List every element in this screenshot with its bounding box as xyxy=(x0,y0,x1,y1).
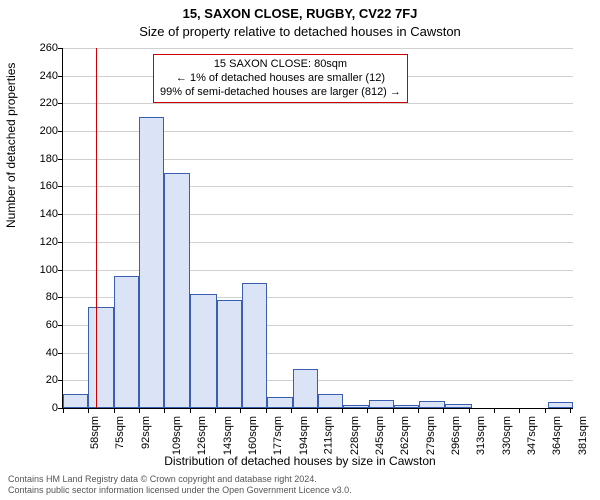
xtick-label: 364sqm xyxy=(551,416,563,455)
info-box: 15 SAXON CLOSE: 80sqm← 1% of detached ho… xyxy=(153,54,408,103)
histogram-bar xyxy=(88,307,113,408)
ytick-label: 40 xyxy=(24,347,58,359)
gridline xyxy=(63,48,573,49)
xtick-mark xyxy=(393,408,394,413)
ytick-label: 20 xyxy=(24,374,58,386)
histogram-bar xyxy=(419,401,444,408)
xtick-mark xyxy=(139,408,140,413)
xtick-label: 296sqm xyxy=(450,416,462,455)
ytick-mark xyxy=(58,214,63,215)
info-box-line1: 15 SAXON CLOSE: 80sqm xyxy=(160,58,401,72)
ytick-label: 200 xyxy=(24,125,58,137)
footer-line2: Contains public sector information licen… xyxy=(8,485,592,496)
ytick-mark xyxy=(58,353,63,354)
histogram-bar xyxy=(343,405,368,408)
xtick-label: 381sqm xyxy=(577,416,589,455)
histogram-bar xyxy=(267,397,292,408)
histogram-bar xyxy=(63,394,88,408)
xtick-label: 143sqm xyxy=(222,416,234,455)
xtick-mark xyxy=(317,408,318,413)
xtick-label: 245sqm xyxy=(374,416,386,455)
ytick-label: 100 xyxy=(24,264,58,276)
histogram-bar xyxy=(318,394,343,408)
xtick-label: 177sqm xyxy=(273,416,285,455)
ytick-mark xyxy=(58,76,63,77)
histogram-bar xyxy=(114,276,139,408)
y-axis-label: Number of detached properties xyxy=(4,63,18,228)
xtick-mark xyxy=(469,408,470,413)
ytick-mark xyxy=(58,159,63,160)
histogram-bar xyxy=(369,400,394,408)
histogram-bar xyxy=(293,369,318,408)
ytick-mark xyxy=(58,103,63,104)
histogram-bar xyxy=(445,404,472,408)
ytick-mark xyxy=(58,186,63,187)
gridline xyxy=(63,103,573,104)
ytick-mark xyxy=(58,131,63,132)
xtick-label: 109sqm xyxy=(171,416,183,455)
ytick-label: 160 xyxy=(24,180,58,192)
ytick-mark xyxy=(58,48,63,49)
xtick-label: 160sqm xyxy=(247,416,259,455)
xtick-mark xyxy=(367,408,368,413)
xtick-mark xyxy=(114,408,115,413)
xtick-mark xyxy=(570,408,571,413)
xtick-mark xyxy=(215,408,216,413)
xtick-label: 92sqm xyxy=(140,416,152,449)
ytick-label: 180 xyxy=(24,153,58,165)
ytick-label: 140 xyxy=(24,208,58,220)
ytick-mark xyxy=(58,270,63,271)
xtick-label: 228sqm xyxy=(349,416,361,455)
footer-line1: Contains HM Land Registry data © Crown c… xyxy=(8,474,592,485)
xtick-label: 347sqm xyxy=(526,416,538,455)
xtick-label: 58sqm xyxy=(89,416,101,449)
xtick-mark xyxy=(342,408,343,413)
xtick-label: 211sqm xyxy=(322,416,334,454)
xtick-mark xyxy=(494,408,495,413)
histogram-bar xyxy=(139,117,164,408)
ytick-label: 0 xyxy=(24,402,58,414)
ytick-mark xyxy=(58,297,63,298)
ytick-label: 80 xyxy=(24,291,58,303)
xtick-mark xyxy=(63,408,64,413)
histogram-bar xyxy=(242,283,267,408)
property-marker-line xyxy=(96,48,97,408)
xtick-label: 313sqm xyxy=(475,416,487,455)
xtick-label: 279sqm xyxy=(425,416,437,455)
histogram-bar xyxy=(190,294,217,408)
ytick-label: 220 xyxy=(24,97,58,109)
histogram-bar xyxy=(394,405,419,408)
ytick-label: 120 xyxy=(24,236,58,248)
xtick-mark xyxy=(519,408,520,413)
xtick-mark xyxy=(266,408,267,413)
xtick-mark xyxy=(240,408,241,413)
xtick-mark xyxy=(291,408,292,413)
xtick-label: 262sqm xyxy=(399,416,411,455)
xtick-label: 126sqm xyxy=(197,416,209,455)
ytick-mark xyxy=(58,380,63,381)
histogram-bar xyxy=(217,300,242,408)
title-line1: 15, SAXON CLOSE, RUGBY, CV22 7FJ xyxy=(0,6,600,21)
attribution-footer: Contains HM Land Registry data © Crown c… xyxy=(8,474,592,496)
xtick-mark xyxy=(418,408,419,413)
xtick-mark xyxy=(545,408,546,413)
info-box-line2: ← 1% of detached houses are smaller (12) xyxy=(160,72,401,86)
histogram-bar xyxy=(164,173,189,408)
xtick-mark xyxy=(88,408,89,413)
x-axis-label: Distribution of detached houses by size … xyxy=(0,454,600,468)
xtick-mark xyxy=(190,408,191,413)
xtick-mark xyxy=(164,408,165,413)
ytick-mark xyxy=(58,325,63,326)
ytick-mark xyxy=(58,242,63,243)
info-box-line3: 99% of semi-detached houses are larger (… xyxy=(160,86,401,100)
ytick-label: 260 xyxy=(24,42,58,54)
chart-plot-area: 15 SAXON CLOSE: 80sqm← 1% of detached ho… xyxy=(62,48,573,409)
xtick-label: 194sqm xyxy=(298,416,310,455)
ytick-label: 60 xyxy=(24,319,58,331)
xtick-label: 330sqm xyxy=(501,416,513,455)
xtick-label: 75sqm xyxy=(114,416,126,449)
title-line2: Size of property relative to detached ho… xyxy=(0,24,600,39)
ytick-label: 240 xyxy=(24,70,58,82)
xtick-mark xyxy=(443,408,444,413)
